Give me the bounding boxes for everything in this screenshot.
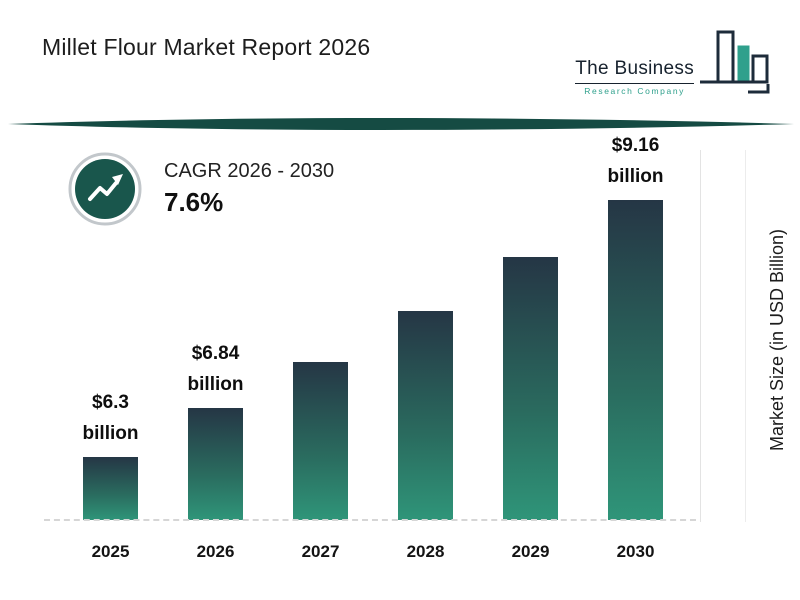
company-logo-text: The Business Research Company [575,58,694,96]
bar-value-label: $6.3 billion [82,392,139,444]
x-axis-label: 2030 [616,542,655,561]
bar-value-label: $6.84 billion [187,343,244,395]
gridline-vertical-2 [745,150,746,522]
trend-arrow-icon [68,152,142,226]
bar-column: 2027 [268,150,373,561]
bar-2026 [188,408,243,520]
x-axis-label: 2025 [91,542,130,561]
logo-name: The Business [575,58,694,84]
page-title: Millet Flour Market Report 2026 [42,34,371,60]
x-axis-label: 2028 [406,542,445,561]
bar-column: 2028 [373,150,478,561]
cagr-value: 7.6% [164,187,224,217]
bar-2027 [293,362,348,520]
bar-2029 [503,257,558,520]
x-axis-label: 2029 [511,542,550,561]
x-axis-label: 2026 [196,542,235,561]
bar-2028 [398,311,453,520]
logo-subtitle: Research Company [584,86,685,96]
bar-column: $6.3 billion 2025 [58,150,163,561]
logo-bars-icon [700,30,770,94]
y-axis-label: Market Size (in USD Billion) [767,228,787,452]
company-logo: The Business Research Company [575,28,772,96]
divider-line [8,118,794,130]
bar-2030 [608,200,663,520]
x-axis-label: 2027 [301,542,340,561]
gridline-vertical [700,150,701,522]
bar-chart: $6.3 billion 2025 $6.84 billion 2026 2027 2028 2… [44,135,696,561]
bar-value-label: $9.16 billion [607,135,664,187]
cagr-text: CAGR 2026 - 2030 7.6% [164,160,334,218]
bar-column: $6.84 billion 2026 [163,150,268,561]
bar-2025 [83,457,138,520]
cagr-label: CAGR 2026 - 2030 [164,160,335,182]
baseline-dashed [44,519,696,521]
bar-column: 2029 [478,150,583,561]
cagr-block: CAGR 2026 - 2030 7.6% [66,150,334,228]
bars: $6.3 billion 2025 $6.84 billion 2026 2027 2028 2… [58,135,688,561]
bar-column: $9.16 billion 2030 [583,135,688,561]
